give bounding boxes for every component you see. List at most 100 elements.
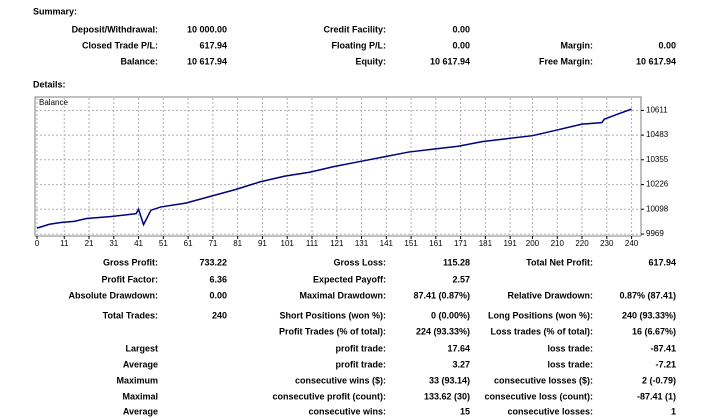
x-tick-label: 240	[625, 239, 639, 248]
label: consecutive wins ($):	[295, 375, 386, 385]
x-tick-label: 131	[355, 239, 369, 248]
label: Equity:	[356, 56, 387, 66]
value: 240 (93.33%)	[622, 310, 676, 320]
label: Free Margin:	[539, 56, 593, 66]
label: Maximal	[122, 391, 158, 401]
y-tick-label: 10098	[646, 204, 669, 213]
x-tick-label: 41	[134, 239, 143, 248]
label: Balance:	[120, 56, 158, 66]
label: Deposit/Withdrawal:	[72, 24, 158, 34]
label: Gross Loss:	[333, 257, 386, 267]
chart: 9969 10098 10226 10355 10483 10611 0 11 21 31 41 51…	[35, 98, 669, 248]
value: 224 (93.33%)	[416, 326, 470, 336]
value: 2.57	[452, 274, 470, 284]
value: 16 (6.67%)	[632, 326, 676, 336]
value: 15	[460, 406, 470, 416]
value: 240	[212, 310, 227, 320]
value: 17.64	[447, 343, 470, 353]
y-tick-label: 9969	[646, 229, 664, 238]
label: Margin:	[561, 40, 594, 50]
label: Gross Profit:	[103, 257, 158, 267]
value: 0.00	[658, 40, 676, 50]
label: Credit Facility:	[323, 24, 386, 34]
value: -7.21	[655, 359, 676, 369]
label: Maximum	[116, 375, 158, 385]
x-tick-label: 200	[526, 239, 540, 248]
x-tick-label: 61	[184, 239, 193, 248]
label: profit trade:	[336, 343, 387, 353]
y-tick-label: 10483	[646, 130, 669, 139]
x-tick-label: 81	[233, 239, 242, 248]
value: 0 (0.00%)	[431, 310, 470, 320]
value: 733.22	[199, 257, 227, 267]
label: consecutive losses:	[507, 406, 593, 416]
label: Closed Trade P/L:	[82, 40, 158, 50]
x-tick-label: 230	[600, 239, 614, 248]
x-tick-label: 11	[60, 239, 69, 248]
x-tick-label: 21	[85, 239, 94, 248]
label: loss trade:	[547, 343, 593, 353]
x-tick-label: 220	[575, 239, 589, 248]
label: Total Net Profit:	[526, 257, 593, 267]
x-tick-label: 161	[429, 239, 443, 248]
label: Profit Factor:	[101, 274, 158, 284]
x-tick-label: 210	[551, 239, 565, 248]
value: 115.28	[443, 257, 470, 267]
value: 10 617.94	[187, 56, 227, 66]
label: consecutive losses ($):	[494, 375, 593, 385]
value: 10 000.00	[187, 24, 227, 34]
label: consecutive wins:	[308, 406, 386, 416]
value: 33 (93.14)	[429, 375, 470, 385]
label: Absolute Drawdown:	[69, 290, 159, 300]
value: 10 617.94	[430, 56, 470, 66]
y-tick-label: 10226	[646, 180, 669, 189]
x-tick-label: 151	[404, 239, 418, 248]
x-tick-label: 91	[258, 239, 267, 248]
label: Average	[123, 406, 158, 416]
label: Relative Drawdown:	[507, 290, 593, 300]
label: Profit Trades (% of total):	[279, 326, 386, 336]
x-tick-label: 51	[159, 239, 168, 248]
x-tick-label: 101	[281, 239, 295, 248]
x-tick-label: 121	[330, 239, 344, 248]
value: 0.87% (87.41)	[619, 290, 676, 300]
value: 0.00	[209, 290, 227, 300]
details-title: Details:	[33, 79, 66, 89]
label: Maximal Drawdown:	[299, 290, 386, 300]
x-tick-label: 141	[380, 239, 394, 248]
value: 617.94	[199, 40, 227, 50]
label: consecutive profit (count):	[272, 391, 386, 401]
label: loss trade:	[547, 359, 593, 369]
balance-line	[36, 108, 632, 229]
x-tick-label: 71	[208, 239, 217, 248]
label: Average	[123, 359, 158, 369]
value: 0.00	[452, 40, 470, 50]
x-tick-label: 0	[35, 239, 40, 248]
value: 0.00	[452, 24, 470, 34]
label: Short Positions (won %):	[280, 310, 387, 320]
x-tick-label: 191	[503, 239, 517, 248]
x-tick-label: 31	[109, 239, 118, 248]
label: Floating P/L:	[332, 40, 387, 50]
label: consecutive loss (count):	[484, 391, 593, 401]
value: 87.41 (0.87%)	[413, 290, 470, 300]
value: 617.94	[648, 257, 676, 267]
value: 3.27	[452, 359, 470, 369]
value: 133.62 (30)	[424, 391, 470, 401]
legend-label: Balance	[39, 98, 68, 107]
value: 10 617.94	[636, 56, 676, 66]
label: Loss trades (% of total):	[490, 326, 593, 336]
label: Largest	[125, 343, 158, 353]
label: Expected Payoff:	[313, 274, 386, 284]
x-tick-label: 181	[479, 239, 493, 248]
x-tick-label: 111	[306, 239, 319, 248]
value: 1	[671, 406, 676, 416]
y-tick-label: 10611	[646, 106, 668, 115]
label: profit trade:	[336, 359, 387, 369]
label: Long Positions (won %):	[488, 310, 593, 320]
y-tick-label: 10355	[646, 155, 669, 164]
value: 6.36	[209, 274, 227, 284]
value: 2 (-0.79)	[642, 375, 676, 385]
label: Total Trades:	[103, 310, 158, 320]
